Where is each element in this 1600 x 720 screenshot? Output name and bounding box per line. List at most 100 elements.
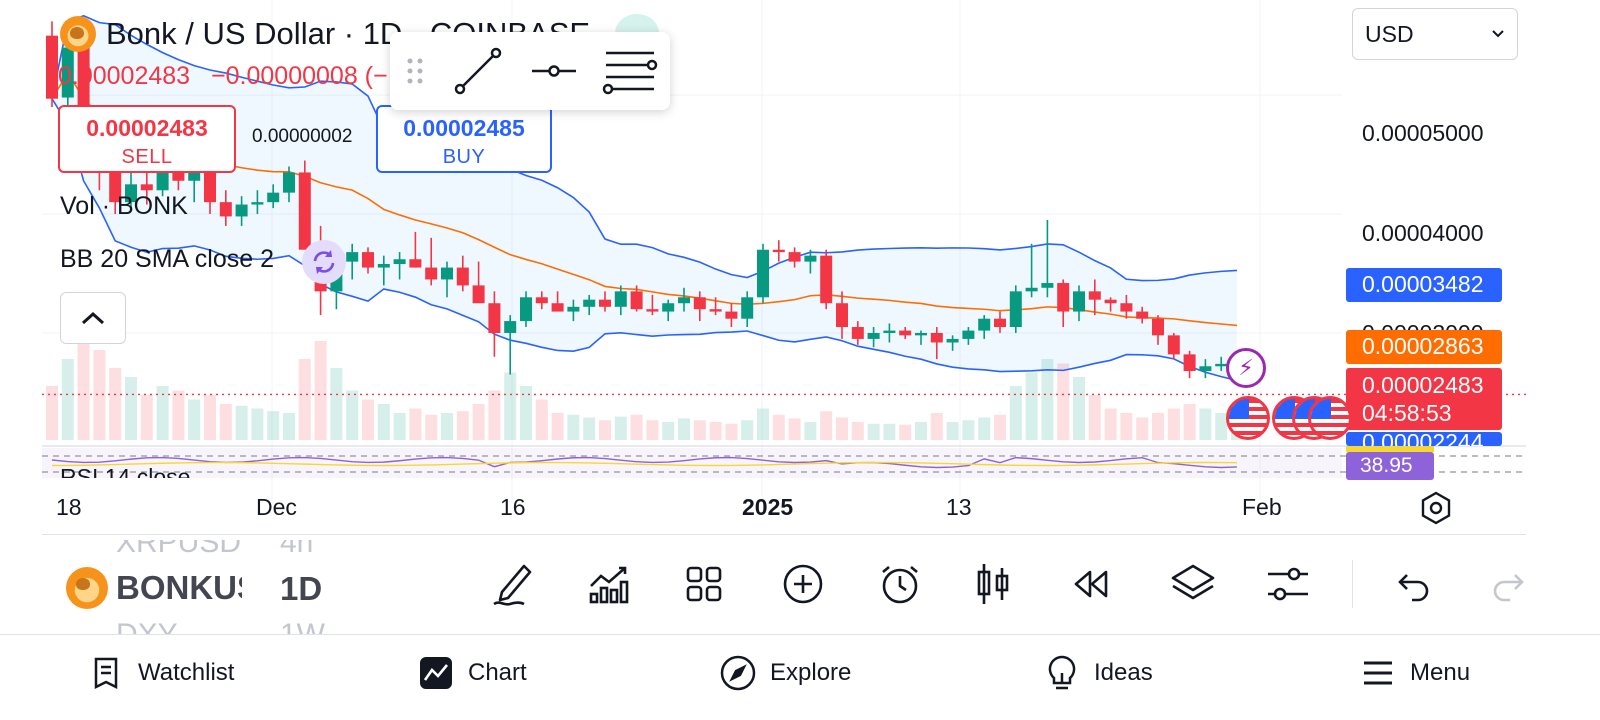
- last-price-tag: 0.00002483 04:58:53: [1346, 368, 1502, 430]
- add-button[interactable]: [781, 556, 878, 612]
- indicators-button[interactable]: [587, 556, 684, 612]
- candle: [377, 264, 390, 268]
- bb-upper-line: [51, 14, 1238, 282]
- chart-settings-icon[interactable]: [1418, 490, 1454, 526]
- symbol-switcher[interactable]: XRPUSD 4h BONKUSD 1D DXY 1W: [66, 540, 366, 634]
- currency-select[interactable]: USD: [1352, 8, 1518, 60]
- candle: [1057, 283, 1070, 312]
- currency-value: USD: [1365, 20, 1414, 47]
- volume-bar: [93, 350, 106, 440]
- candle: [1152, 318, 1164, 336]
- candle: [1199, 366, 1212, 372]
- volume-bar: [314, 341, 327, 440]
- current-symbol-name: BONKUSD: [116, 569, 242, 606]
- candle: [1088, 291, 1101, 300]
- layers-button[interactable]: [1169, 556, 1266, 612]
- drawing-toolbar[interactable]: [390, 32, 670, 110]
- candle: [1215, 363, 1228, 367]
- volume-bar: [725, 423, 738, 440]
- time-axis-tick: 18: [56, 494, 82, 520]
- sell-button[interactable]: 0.00002483 SELL: [58, 105, 236, 173]
- settings-button[interactable]: [1266, 556, 1363, 612]
- brush-button[interactable]: [490, 556, 587, 612]
- candle: [46, 35, 58, 99]
- line-settings-tool[interactable]: [592, 41, 668, 101]
- volume-bar: [1136, 417, 1149, 440]
- candle: [693, 297, 706, 310]
- volume-bar: [899, 424, 912, 440]
- price-axis-tick: 0.00005000: [1362, 120, 1484, 146]
- candle: [188, 172, 201, 181]
- volume-bar: [219, 404, 232, 440]
- current-symbol[interactable]: BONKUSD: [66, 567, 242, 609]
- volume-bar: [1009, 386, 1022, 440]
- candle: [1025, 287, 1038, 292]
- candle: [204, 172, 216, 203]
- refresh-icon[interactable]: [302, 240, 346, 284]
- templates-button[interactable]: [684, 556, 781, 612]
- replay-button[interactable]: [1072, 556, 1169, 612]
- candle: [1073, 291, 1085, 312]
- candle: [678, 297, 690, 304]
- drag-handle-icon[interactable]: [390, 57, 440, 85]
- candle: [1120, 303, 1133, 312]
- time-axis-tick: 16: [500, 494, 526, 520]
- undo-icon[interactable]: [1392, 566, 1432, 606]
- us-flag-event-icon[interactable]: [1308, 396, 1352, 440]
- volume-bar: [788, 418, 801, 440]
- nav-ideas[interactable]: Ideas: [1044, 653, 1153, 693]
- candle: [551, 303, 564, 312]
- compass-icon: [720, 655, 756, 691]
- rsi-indicator-label[interactable]: RSI 14 close: [60, 464, 191, 478]
- alert-button[interactable]: [878, 556, 975, 612]
- horizontal-ray-tool[interactable]: [516, 41, 592, 101]
- buy-button[interactable]: 0.00002485 BUY: [376, 105, 552, 173]
- collapse-indicators-button[interactable]: [60, 292, 126, 344]
- volume-bar: [235, 405, 248, 440]
- sma-price-tag: 0.00002863: [1346, 330, 1502, 364]
- candle: [994, 318, 1006, 328]
- rsi-ma-line: [51, 461, 1238, 467]
- current-timeframe[interactable]: 1D: [280, 570, 323, 607]
- volume-bar: [393, 413, 406, 440]
- volume-bar: [330, 368, 343, 440]
- volume-indicator-label[interactable]: Vol · BONK: [60, 192, 188, 220]
- next-symbol[interactable]: DXY: [116, 618, 178, 634]
- us-flag-event-icon[interactable]: [1226, 396, 1270, 440]
- candle: [109, 166, 122, 203]
- nav-chart[interactable]: Chart: [418, 653, 527, 693]
- lightning-icon[interactable]: ⚡: [1226, 348, 1266, 388]
- volume-bar: [472, 404, 485, 440]
- candle: [1183, 354, 1196, 372]
- volume-bar: [156, 386, 169, 440]
- volume-bar: [614, 416, 627, 440]
- time-axis-tick: 13: [946, 494, 972, 520]
- volume-bar: [409, 408, 422, 440]
- nav-menu[interactable]: Menu: [1360, 653, 1470, 693]
- nav-ideas-label: Ideas: [1094, 659, 1153, 686]
- volume-bar: [1073, 377, 1085, 440]
- next-timeframe[interactable]: 1W: [280, 618, 325, 634]
- volume-bar: [140, 395, 153, 440]
- chart-type-button[interactable]: [975, 556, 1072, 612]
- candle: [962, 330, 975, 339]
- volume-bar: [1120, 413, 1133, 440]
- volume-bar: [1199, 408, 1212, 440]
- volume-bar: [77, 332, 90, 440]
- prev-symbol[interactable]: XRPUSD: [116, 540, 242, 559]
- redo-icon[interactable]: [1490, 566, 1530, 606]
- volume-bar: [283, 413, 295, 440]
- candle: [567, 306, 580, 312]
- candle: [788, 252, 801, 262]
- bollinger-indicator-label[interactable]: BB 20 SMA close 2: [60, 245, 275, 273]
- candle: [1104, 299, 1117, 304]
- trend-line-tool[interactable]: [440, 41, 516, 101]
- candle: [978, 318, 991, 331]
- nav-watchlist[interactable]: Watchlist: [88, 653, 234, 693]
- prev-timeframe[interactable]: 4h: [280, 540, 314, 559]
- candle: [456, 267, 469, 286]
- candle: [1136, 311, 1149, 319]
- sma-line: [51, 71, 1238, 327]
- volume-bar: [1088, 395, 1101, 440]
- nav-explore[interactable]: Explore: [720, 653, 851, 693]
